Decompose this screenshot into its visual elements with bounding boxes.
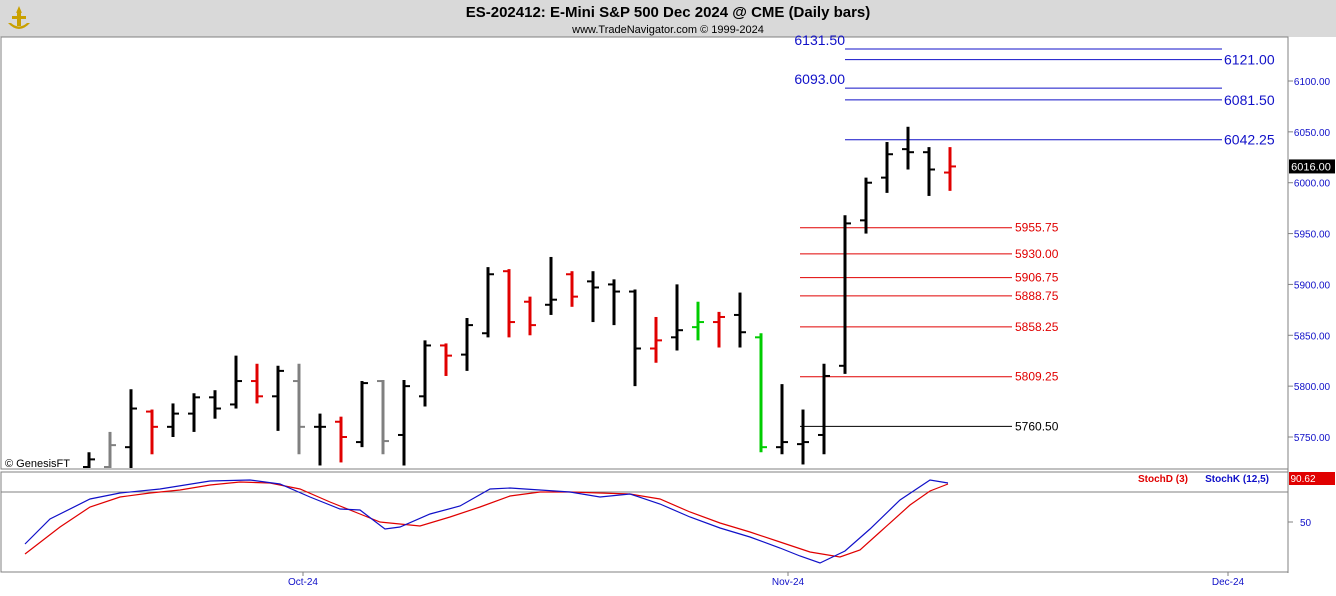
chart-title: ES-202412: E-Mini S&P 500 Dec 2024 @ CME…	[466, 4, 871, 21]
last-price-tag	[1289, 159, 1335, 174]
ohlc-bar	[608, 279, 620, 326]
ohlc-bar	[293, 363, 305, 455]
ohlc-bar	[881, 142, 893, 193]
time-axis: Oct-24 Nov-24 Dec-24	[288, 572, 1245, 588]
level-label: 6042.25	[1224, 132, 1275, 148]
level-label: 6093.00	[794, 71, 845, 87]
ohlc-bar	[461, 317, 473, 371]
ohlc-bar	[692, 301, 704, 341]
price-bars	[83, 126, 956, 468]
ohlc-bar	[944, 147, 956, 191]
ohlc-bar	[671, 284, 683, 351]
ohlc-bar	[818, 363, 830, 455]
ohlc-bar	[524, 296, 536, 336]
ohlc-bar	[776, 384, 788, 455]
ohlc-bar	[755, 333, 767, 453]
ohlc-bar	[545, 256, 557, 315]
ohlc-bar	[377, 380, 389, 455]
ohlc-bar	[209, 390, 221, 419]
level-label: 5760.50	[1015, 419, 1059, 433]
ohlc-bar	[713, 311, 725, 348]
ohlc-bar	[398, 380, 410, 466]
ohlc-bar	[104, 431, 116, 468]
ohlc-bar	[188, 393, 200, 432]
right-axis-bg	[1288, 37, 1336, 573]
y-tick-label: 5900.00	[1294, 280, 1331, 291]
y-tick-label: 5750.00	[1294, 433, 1331, 444]
level-label: 5858.25	[1015, 320, 1059, 334]
ohlc-bar	[335, 416, 347, 463]
x-tick-label: Nov-24	[772, 577, 805, 588]
price-levels: 6131.50 6121.00 6093.00 6081.50 6042.25 5955.…	[794, 32, 1274, 433]
ohlc-bar	[125, 389, 137, 468]
watermark: © GenesisFT	[5, 458, 70, 470]
price-axis: 5750.00 5800.00 5850.00 5900.00 5950.00 6000.…	[1288, 77, 1331, 444]
stoch-line-d	[24, 481, 949, 558]
ohlc-bar	[734, 292, 746, 348]
stoch-line-k	[24, 479, 949, 564]
ohlc-bar	[230, 355, 242, 409]
last-price-label: 6016.00	[1291, 161, 1331, 173]
ohlc-bar	[146, 409, 158, 455]
ohlc-bar	[314, 413, 326, 466]
ohlc-bar	[251, 363, 263, 404]
level-label: 5955.75	[1015, 221, 1059, 235]
level-label: 6131.50	[794, 32, 845, 48]
ohlc-bar	[503, 269, 515, 338]
ohlc-bar	[440, 343, 452, 376]
ohlc-bar	[797, 409, 809, 465]
ohlc-bar	[860, 177, 872, 234]
ohlc-bar	[482, 267, 494, 338]
ohlc-bar	[587, 271, 599, 323]
y-tick-label: 6000.00	[1294, 179, 1331, 190]
level-label: 5809.25	[1015, 370, 1059, 384]
y-tick-label: 5800.00	[1294, 382, 1331, 393]
level-label: 5906.75	[1015, 271, 1059, 285]
y-tick-label: 5850.00	[1294, 331, 1331, 342]
level-label: 6081.50	[1224, 92, 1275, 108]
y-tick-label: 6100.00	[1294, 77, 1331, 88]
stoch-last-label: 90.62	[1290, 474, 1315, 485]
stoch-panel-frame	[0, 471, 1289, 573]
level-label: 6121.00	[1224, 52, 1275, 68]
ohlc-bar	[356, 381, 368, 448]
ohlc-bar	[566, 271, 578, 307]
chart-subtitle: www.TradeNavigator.com © 1999-2024	[571, 24, 764, 36]
ohlc-bar	[902, 126, 914, 170]
legend-stochd: StochD (3)	[1138, 474, 1188, 485]
ohlc-bar	[83, 452, 95, 468]
ohlc-bar	[272, 365, 284, 431]
level-label: 5930.00	[1015, 247, 1059, 261]
ohlc-bar	[923, 147, 935, 196]
ohlc-bar	[629, 289, 641, 387]
ohlc-bar	[650, 316, 662, 363]
stoch-y-tick-label: 50	[1300, 518, 1312, 529]
level-label: 5888.75	[1015, 289, 1059, 303]
x-tick-label: Oct-24	[288, 577, 318, 588]
stoch-last-tag	[1289, 472, 1335, 485]
ohlc-bar	[419, 340, 431, 407]
y-tick-label: 5950.00	[1294, 230, 1331, 241]
y-tick-label: 6050.00	[1294, 128, 1331, 139]
x-tick-label: Dec-24	[1212, 577, 1245, 588]
trade-navigator-logo	[4, 3, 34, 33]
ohlc-bar	[839, 215, 851, 374]
ohlc-bar	[167, 403, 179, 437]
legend-stochk: StochK (12,5)	[1205, 474, 1269, 485]
header-band	[0, 0, 1336, 37]
stochastic-panel: StochD (3) StochK (12,5) 50 90.62	[1, 472, 1335, 564]
